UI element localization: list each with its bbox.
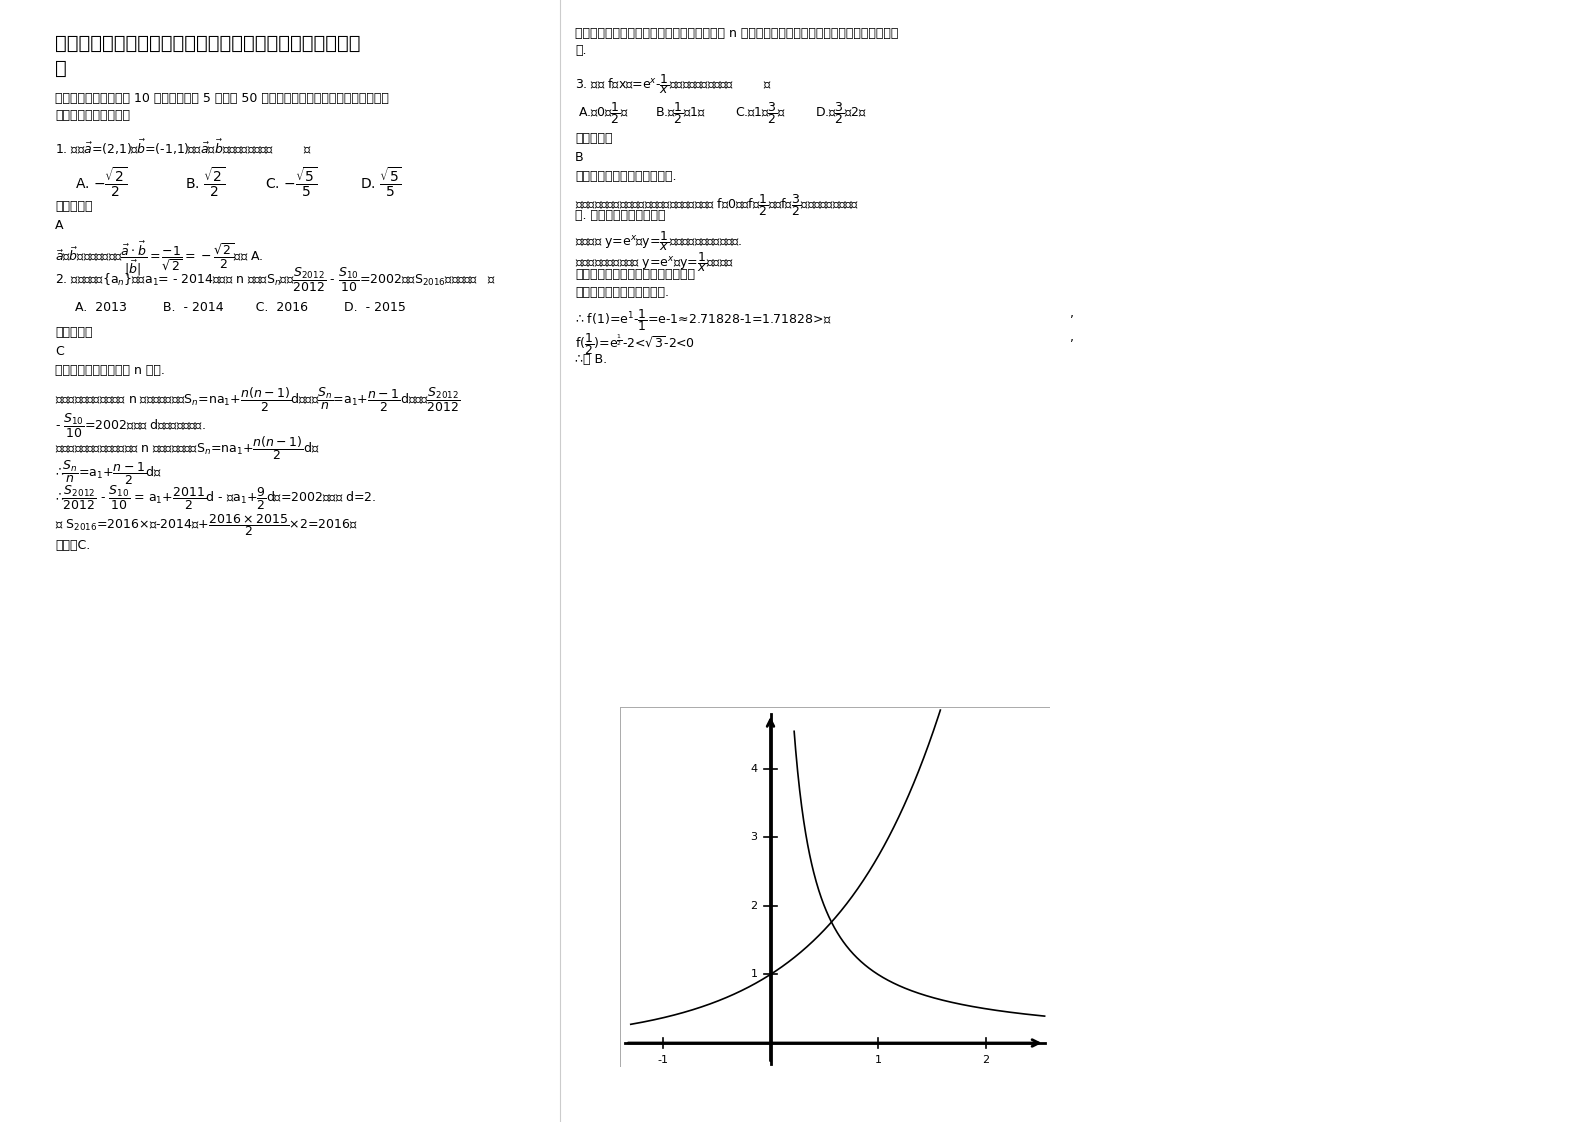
Text: f($\dfrac{1}{2}$)=e$^{\frac{1}{2}}$-2<$\sqrt{3}$-2<0: f($\dfrac{1}{2}$)=e$^{\frac{1}{2}}$-2<$\… — [574, 331, 695, 357]
Text: ∴$\dfrac{S_n}{n}$=a$_1$+$\dfrac{n-1}{2}$d，: ∴$\dfrac{S_n}{n}$=a$_1$+$\dfrac{n-1}{2}$… — [56, 459, 162, 487]
Text: 则 S$_{2016}$=2016×（-2014）+$\dfrac{2016\times2015}{2}$×2=2016，: 则 S$_{2016}$=2016×（-2014）+$\dfrac{2016\t… — [56, 512, 359, 537]
Text: 参考答案：: 参考答案： — [574, 132, 613, 145]
Text: A.（0，$\dfrac{1}{2}$）: A.（0，$\dfrac{1}{2}$） — [578, 100, 628, 126]
Text: $\vec{a}$在$\vec{b}$方向上的投影为$\dfrac{\vec{a}\cdot\vec{b}}{|\vec{b}|}=\dfrac{-1}{\sq: $\vec{a}$在$\vec{b}$方向上的投影为$\dfrac{\vec{a… — [56, 240, 263, 278]
Text: A: A — [56, 219, 63, 232]
Text: D. $\dfrac{\sqrt{5}}{5}$: D. $\dfrac{\sqrt{5}}{5}$ — [360, 166, 402, 200]
Text: ∴$\dfrac{S_{2012}}{2012}$ - $\dfrac{S_{10}}{10}$ = a$_1$+$\dfrac{2011}{2}$d - （a: ∴$\dfrac{S_{2012}}{2012}$ - $\dfrac{S_{1… — [56, 484, 376, 512]
Text: 【解答】解：由等差数列的前 n 项和公式可得：S$_n$=na$_1$+$\dfrac{n(n-1)}{2}$d，: 【解答】解：由等差数列的前 n 项和公式可得：S$_n$=na$_1$+$\df… — [56, 434, 319, 462]
Text: 3: 3 — [751, 833, 757, 843]
Text: - $\dfrac{S_{10}}{10}$=2002，可得 d，即可得出答案.: - $\dfrac{S_{10}}{10}$=2002，可得 d，即可得出答案. — [56, 412, 206, 440]
Text: 2. 在等差数列{a$_n$}中，a$_1$= - 2014，其前 n 项和为S$_n$，若$\dfrac{S_{2012}}{2012}$ - $\dfrac: 2. 在等差数列{a$_n$}中，a$_1$= - 2014，其前 n 项和为S… — [56, 266, 497, 294]
Text: 参考答案：: 参考答案： — [56, 200, 92, 213]
Text: 【分析】根据零点存在定理，对照选项，只须验证 f（0），f（$\dfrac{1}{2}$），f（$\dfrac{3}{2}$），等的符号情况即: 【分析】根据零点存在定理，对照选项，只须验证 f（0），f（$\dfrac{1}… — [574, 192, 859, 218]
Text: 题.: 题. — [574, 44, 587, 57]
Text: C.（1，$\dfrac{3}{2}$）: C.（1，$\dfrac{3}{2}$） — [735, 100, 786, 126]
Text: 参考答案：: 参考答案： — [56, 327, 92, 339]
Text: C. $-\dfrac{\sqrt{5}}{5}$: C. $-\dfrac{\sqrt{5}}{5}$ — [265, 166, 317, 200]
Text: 一、选择题：本大题共 10 小题，每小题 5 分，共 50 分。在每小题给出的四个选项中，只有: 一、选择题：本大题共 10 小题，每小题 5 分，共 50 分。在每小题给出的四… — [56, 92, 389, 105]
Text: 由图得一个交点，由于图的局限性，: 由图得一个交点，由于图的局限性， — [574, 268, 695, 280]
Text: 1. 已知$\vec{a}$=(2,1)，$\vec{b}$=(-1,1)，则$\vec{a}$在$\vec{b}$方向上的投影为（        ）: 1. 已知$\vec{a}$=(2,1)，$\vec{b}$=(-1,1)，则$… — [56, 138, 313, 157]
Text: B. $\dfrac{\sqrt{2}}{2}$: B. $\dfrac{\sqrt{2}}{2}$ — [186, 166, 225, 200]
Text: 下面从数量关系中找出答案.: 下面从数量关系中找出答案. — [574, 286, 670, 298]
Text: C: C — [56, 344, 63, 358]
Text: -1: -1 — [657, 1056, 668, 1066]
Text: ,: , — [1070, 307, 1074, 320]
Text: 2: 2 — [751, 901, 757, 911]
Text: 析: 析 — [56, 59, 67, 79]
Text: 1: 1 — [874, 1056, 881, 1066]
Text: 【点评】本题考查了等差数列的通项公式与前 n 项公式，考查了推理能力与计算能力，属于中档: 【点评】本题考查了等差数列的通项公式与前 n 项公式，考查了推理能力与计算能力，… — [574, 27, 898, 40]
Text: 4: 4 — [751, 764, 757, 774]
Text: B.（$\dfrac{1}{2}$，1）: B.（$\dfrac{1}{2}$，1） — [655, 100, 706, 126]
Text: 2: 2 — [982, 1056, 989, 1066]
Text: 江苏省扬州市江都大桥中学高一数学文上学期期末试题含解: 江苏省扬州市江都大桥中学高一数学文上学期期末试题含解 — [56, 34, 360, 53]
Text: 【分析】由等差数列的前 n 项和公式可得：S$_n$=na$_1$+$\dfrac{n(n-1)}{2}$d，可得$\dfrac{S_n}{n}$=a$_1$+: 【分析】由等差数列的前 n 项和公式可得：S$_n$=na$_1$+$\dfra… — [56, 386, 460, 414]
Text: A.  2013         B.  - 2014        C.  2016         D.  - 2015: A. 2013 B. - 2014 C. 2016 D. - 2015 — [75, 301, 406, 314]
Text: 【考点】函数零点的判定定理.: 【考点】函数零点的判定定理. — [574, 171, 676, 183]
Text: ∴ f(1)=e$^1$-$\dfrac{1}{1}$=e-1≈2.71828-1=1.71828>（: ∴ f(1)=e$^1$-$\dfrac{1}{1}$=e-1≈2.71828-… — [574, 307, 832, 333]
Text: 3. 函数 f（x）=e$^x$-$\dfrac{1}{x}$的零点所在的区间是（        ）: 3. 函数 f（x）=e$^x$-$\dfrac{1}{x}$的零点所在的区间是… — [574, 72, 773, 95]
Text: B: B — [574, 151, 584, 164]
Text: 故选：C.: 故选：C. — [56, 539, 90, 552]
Text: ,: , — [1070, 331, 1074, 344]
Text: 画出函数 y=e$^x$，y=$\dfrac{1}{x}$的图象，由图得一个交点.: 画出函数 y=e$^x$，y=$\dfrac{1}{x}$的图象，由图得一个交点… — [574, 229, 743, 252]
Text: A. $-\dfrac{\sqrt{2}}{2}$: A. $-\dfrac{\sqrt{2}}{2}$ — [75, 166, 127, 200]
Text: 可. 也可借助于图象分析：: 可. 也可借助于图象分析： — [574, 209, 665, 222]
Text: 【解答】解：画出函数 y=e$^x$，y=$\dfrac{1}{x}$的图象；: 【解答】解：画出函数 y=e$^x$，y=$\dfrac{1}{x}$的图象； — [574, 250, 733, 274]
Text: D.（$\dfrac{3}{2}$，2）: D.（$\dfrac{3}{2}$，2） — [816, 100, 867, 126]
Text: 1: 1 — [751, 969, 757, 980]
Text: 【考点】等差数列的前 n 项和.: 【考点】等差数列的前 n 项和. — [56, 364, 165, 377]
Text: ∴选 B.: ∴选 B. — [574, 353, 608, 366]
Text: 是一个符合题目要求的: 是一个符合题目要求的 — [56, 109, 130, 122]
